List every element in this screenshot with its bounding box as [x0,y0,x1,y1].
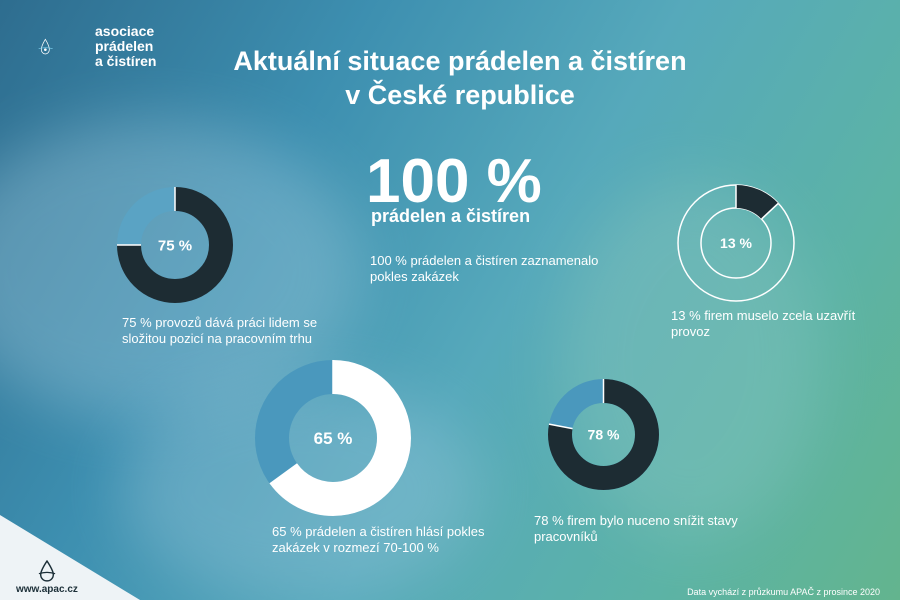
title-line: Aktuální situace prádelen a čistíren [233,46,687,76]
stat-description-65: 65 % prádelen a čistíren hlásí pokles za… [272,524,485,555]
stat-description-75: 75 % provozů dává práci lidem se složito… [122,315,318,346]
logo-line: prádelen [95,38,154,54]
donut-separator [548,423,573,430]
donut-center-label: 75 % [158,237,192,254]
donut-center-label: 65 % [314,429,353,448]
logo-text: asociace prádelen a čistíren [95,24,156,69]
donut-chart-65: 65 % [255,360,411,516]
donut-center-label: 13 % [720,235,752,251]
donut-chart-78: 78 % [548,379,659,490]
stat-description-13: 13 % firem muselo zcela uzavřít provoz [671,308,856,339]
logo-line: a čistíren [95,53,157,69]
drop-icon [38,560,56,582]
stat-description-78: 78 % firem bylo nuceno snížit stavy prac… [534,513,738,544]
headline-value: 100 % [366,147,542,216]
donut-center-label: 78 % [588,427,620,443]
website-link[interactable]: www.apac.cz [16,584,78,595]
donut-chart-75: 75 % [117,187,233,303]
source-note: Data vychází z průzkumu APAČ z prosince … [687,587,880,597]
donut-separator [761,202,779,220]
headline-description: 100 % prádelen a čistíren zaznamenalo po… [370,253,599,284]
donut-separator [269,463,298,485]
headline-subtitle: prádelen a čistíren [371,206,531,226]
title-line: v České republice [345,80,575,110]
logo-line: asociace [95,23,155,39]
apac-logo [38,38,53,55]
page-title: Aktuální situace prádelen a čistíren v Č… [160,44,760,112]
donut-chart-13: 13 % [677,184,795,302]
